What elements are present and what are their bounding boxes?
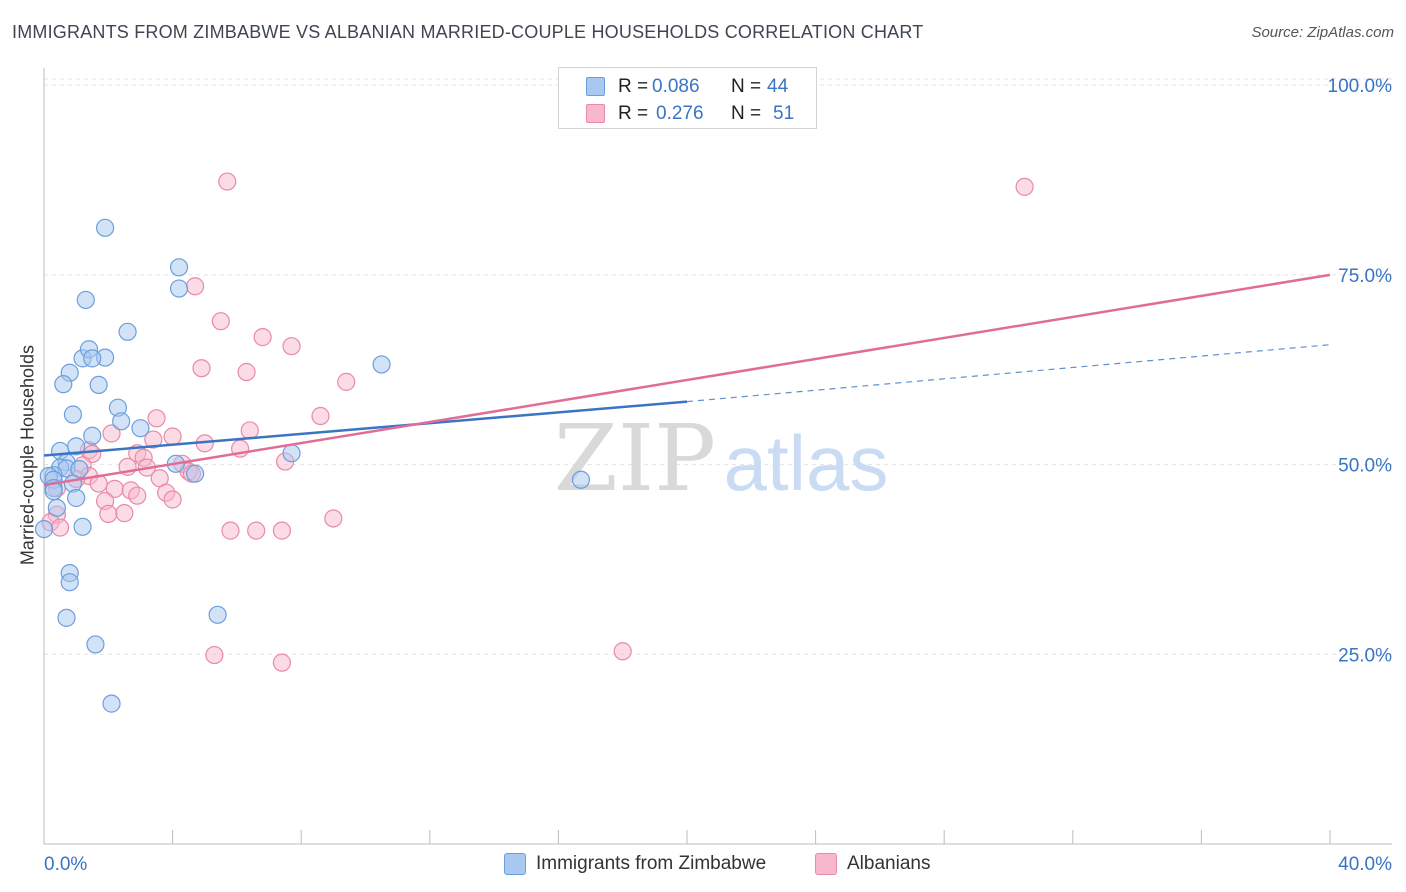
zimbabwe-point bbox=[63, 405, 83, 424]
zimbabwe-point bbox=[47, 498, 66, 517]
zimbabwe-point bbox=[112, 412, 131, 431]
albanians-point bbox=[253, 328, 272, 347]
legend-r-label: R = bbox=[618, 76, 649, 97]
albanians-point bbox=[272, 521, 292, 540]
albanians-point bbox=[128, 486, 147, 505]
legend-n-value: 51 bbox=[773, 103, 795, 124]
zimbabwe-point bbox=[118, 322, 137, 341]
zimbabwe-trend-extension bbox=[686, 344, 1331, 403]
albanians-point bbox=[282, 337, 301, 356]
legend-swatch-albanians bbox=[586, 104, 605, 123]
albanians-point bbox=[147, 409, 166, 428]
x-tick-label: 0.0% bbox=[44, 854, 87, 875]
albanians-point bbox=[163, 427, 182, 446]
zimbabwe-point bbox=[83, 426, 102, 445]
trend-lines bbox=[43, 273, 1331, 487]
zimbabwe-point bbox=[571, 470, 591, 489]
albanians-point bbox=[186, 277, 205, 296]
chart-title: IMMIGRANTS FROM ZIMBABWE VS ALBANIAN MAR… bbox=[12, 22, 924, 42]
albanians-point bbox=[337, 372, 356, 391]
watermark: ZIP atlas bbox=[554, 405, 888, 512]
zimbabwe-point bbox=[76, 290, 95, 310]
bottom-legend-swatch-zimbabwe bbox=[504, 853, 526, 875]
axes bbox=[43, 68, 1392, 845]
albanians-trend-line bbox=[43, 273, 1331, 487]
chart-source: Source: ZipAtlas.com bbox=[1251, 24, 1394, 41]
zimbabwe-point bbox=[86, 635, 105, 654]
zimbabwe-point bbox=[73, 517, 92, 536]
albanians-point bbox=[211, 312, 230, 331]
albanians-point bbox=[324, 509, 343, 528]
zimbabwe-point bbox=[89, 375, 108, 395]
albanians-point bbox=[218, 172, 237, 191]
zimbabwe-points bbox=[34, 218, 591, 713]
albanians-point bbox=[311, 406, 330, 426]
legend-n-label: N = bbox=[731, 76, 762, 97]
bottom-legend-label-albanians: Albanians bbox=[847, 853, 931, 874]
zimbabwe-point bbox=[169, 279, 189, 298]
legend-r-value: 0.276 bbox=[656, 103, 704, 124]
zimbabwe-trend-line bbox=[43, 400, 688, 457]
albanians-point bbox=[272, 653, 292, 672]
zimbabwe-point bbox=[57, 608, 76, 627]
zimbabwe-point bbox=[131, 419, 150, 438]
zimbabwe-point bbox=[83, 349, 102, 368]
y-tick-label: 50.0% bbox=[1338, 456, 1392, 477]
zimbabwe-point bbox=[102, 694, 121, 713]
zimbabwe-point bbox=[54, 375, 73, 394]
bottom-legend-label-zimbabwe: Immigrants from Zimbabwe bbox=[536, 853, 767, 874]
zimbabwe-point bbox=[34, 519, 54, 539]
albanians-point bbox=[237, 362, 256, 382]
stats-legend: R = 0.086 N = 44 R = 0.276 N = 51 bbox=[558, 67, 817, 129]
albanians-point bbox=[144, 430, 163, 449]
watermark-atlas: atlas bbox=[724, 419, 889, 507]
y-axis-label: Married-couple Households bbox=[17, 344, 38, 566]
zimbabwe-point bbox=[67, 488, 86, 508]
albanians-point bbox=[613, 642, 632, 661]
albanians-point bbox=[221, 521, 240, 540]
albanians-point bbox=[205, 645, 224, 665]
zimbabwe-point bbox=[372, 355, 391, 374]
zimbabwe-point bbox=[60, 573, 79, 592]
bottom-legend-swatch-albanians bbox=[815, 853, 837, 875]
albanians-point bbox=[50, 518, 70, 537]
zimbabwe-point bbox=[282, 444, 301, 463]
albanians-point bbox=[102, 424, 121, 443]
y-tick-label: 25.0% bbox=[1338, 645, 1392, 666]
albanians-point bbox=[99, 504, 118, 524]
legend-n-value: 44 bbox=[767, 76, 789, 97]
albanians-point bbox=[1015, 177, 1034, 196]
legend-r-value: 0.086 bbox=[652, 76, 700, 97]
albanians-point bbox=[163, 490, 182, 509]
watermark-zip: ZIP bbox=[554, 405, 716, 512]
zimbabwe-point bbox=[186, 464, 205, 483]
y-tick-label: 100.0% bbox=[1328, 76, 1393, 97]
zimbabwe-point bbox=[208, 605, 227, 624]
albanians-point bbox=[240, 421, 259, 440]
legend-r-label: R = bbox=[618, 103, 649, 124]
y-tick-label: 75.0% bbox=[1338, 266, 1392, 287]
albanians-point bbox=[115, 504, 134, 523]
albanians-point bbox=[192, 359, 211, 378]
zimbabwe-point bbox=[169, 258, 189, 277]
zimbabwe-point bbox=[95, 218, 115, 237]
albanians-point bbox=[247, 521, 266, 540]
tick-labels: 25.0% 50.0% 75.0% 100.0% 0.0% 40.0% bbox=[44, 76, 1392, 875]
legend-swatch-zimbabwe bbox=[586, 77, 605, 96]
x-tick-label: 40.0% bbox=[1338, 854, 1392, 875]
legend-n-label: N = bbox=[731, 103, 762, 124]
